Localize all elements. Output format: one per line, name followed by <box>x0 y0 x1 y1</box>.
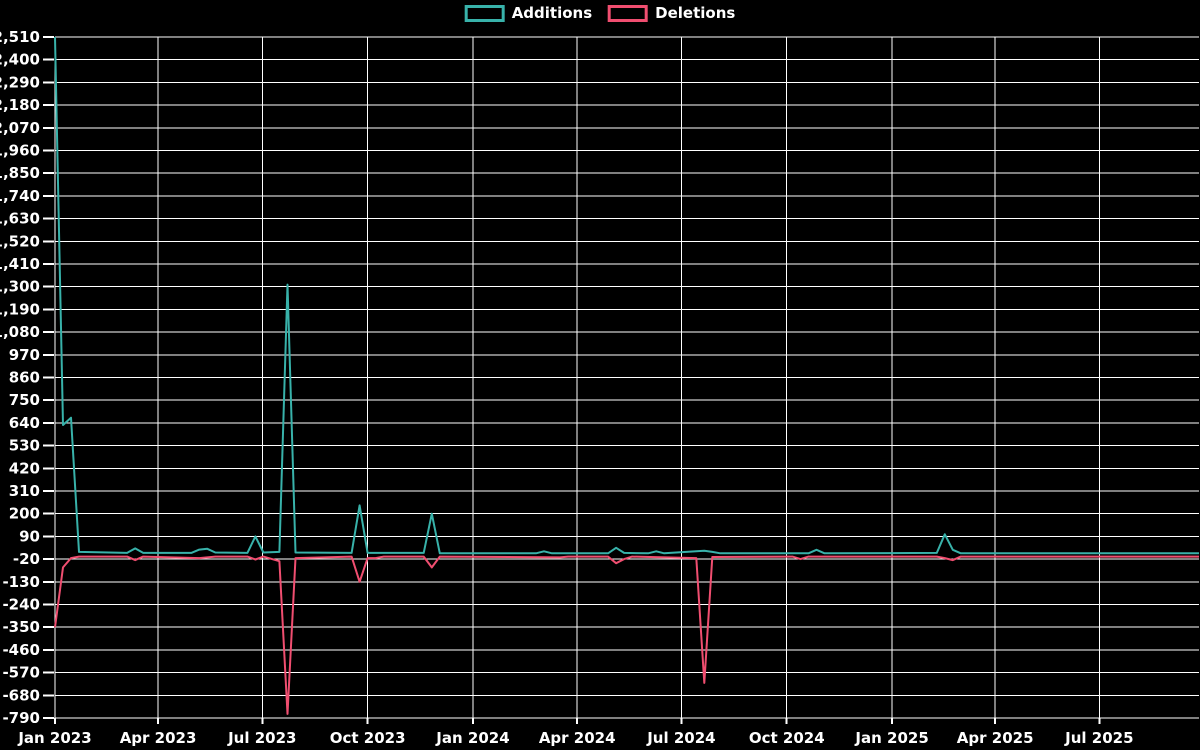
y-tick-label: 750 <box>9 391 40 409</box>
y-tick-label: 1,630 <box>0 210 40 228</box>
y-tick-label: 2,290 <box>0 73 40 91</box>
y-tick-label: -790 <box>2 709 40 727</box>
x-tick-label: Jul 2023 <box>227 729 296 747</box>
y-tick-label: 1,520 <box>0 232 40 250</box>
x-tick-label: Jul 2024 <box>646 729 715 747</box>
y-tick-label: 2,400 <box>0 51 40 69</box>
legend-item-additions[interactable]: Additions <box>464 4 593 22</box>
y-tick-label: 310 <box>9 482 40 500</box>
y-tick-label: 860 <box>9 369 40 387</box>
y-tick-label: 2,180 <box>0 96 40 114</box>
x-tick-label: Jul 2025 <box>1064 729 1133 747</box>
y-tick-label: 2,070 <box>0 119 40 137</box>
legend-label-deletions: Deletions <box>655 4 736 22</box>
x-tick-label: Oct 2023 <box>330 729 406 747</box>
y-tick-label: -240 <box>2 596 40 614</box>
y-tick-label: 2,510 <box>0 28 40 46</box>
y-tick-label: 1,960 <box>0 142 40 160</box>
chart-legend: Additions Deletions <box>464 4 735 22</box>
y-tick-label: 1,850 <box>0 164 40 182</box>
x-tick-label: Jan 2024 <box>435 729 509 747</box>
x-tick-label: Apr 2025 <box>957 729 1034 747</box>
deletions-line <box>54 555 1199 715</box>
legend-item-deletions[interactable]: Deletions <box>608 5 735 22</box>
y-tick-label: 1,300 <box>0 278 40 296</box>
y-tick-label: 970 <box>9 346 40 364</box>
x-tick-label: Jan 2023 <box>17 729 91 747</box>
y-tick-label: -350 <box>2 618 40 636</box>
y-tick-label: 200 <box>9 505 40 523</box>
y-tick-label: 530 <box>9 437 40 455</box>
x-tick-label: Apr 2023 <box>120 729 197 747</box>
y-tick-label: 640 <box>9 414 40 432</box>
deletions-swatch-icon <box>608 5 649 22</box>
additions-swatch-icon <box>464 5 505 22</box>
y-tick-label: 1,080 <box>0 323 40 341</box>
y-tick-label: -460 <box>2 641 40 659</box>
x-tick-label: Jan 2025 <box>854 729 928 747</box>
y-tick-label: 420 <box>9 459 40 477</box>
y-tick-label: -130 <box>2 573 40 591</box>
y-tick-label: 1,410 <box>0 255 40 273</box>
legend-label-additions: Additions <box>511 4 593 22</box>
x-tick-label: Apr 2024 <box>539 729 616 747</box>
y-tick-label: 90 <box>19 527 40 545</box>
y-tick-label: -680 <box>2 686 40 704</box>
y-tick-label: 1,740 <box>0 187 40 205</box>
y-tick-label: 1,190 <box>0 300 40 318</box>
y-tick-label: -20 <box>13 550 40 568</box>
y-tick-label: -570 <box>2 664 40 682</box>
x-tick-label: Oct 2024 <box>749 729 825 747</box>
additions-line <box>54 36 1199 555</box>
